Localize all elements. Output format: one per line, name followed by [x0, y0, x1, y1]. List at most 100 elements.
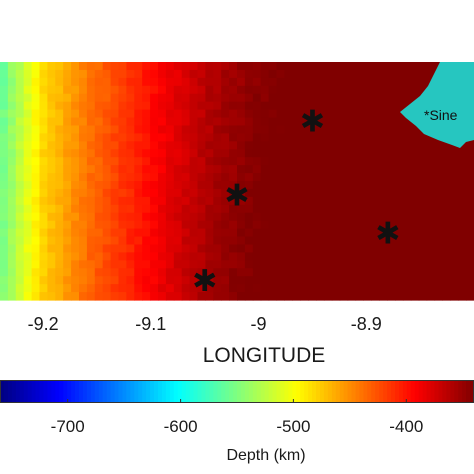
- heatmap-cell: [252, 260, 262, 269]
- heatmap-cell: [450, 236, 459, 246]
- heatmap-cell: [331, 149, 341, 158]
- heatmap-cell: [323, 236, 333, 246]
- colorbar-segment: [47, 380, 52, 403]
- heatmap-cell: [410, 62, 420, 71]
- heatmap-cell: [118, 125, 127, 134]
- heatmap-cell: [237, 62, 246, 71]
- heatmap-cell: [221, 268, 230, 277]
- heatmap-cell: [284, 157, 293, 166]
- heatmap-cell: [300, 77, 309, 87]
- heatmap-cell: [118, 188, 127, 198]
- heatmap-cell: [395, 284, 404, 293]
- heatmap-cell: [221, 236, 230, 246]
- heatmap-cell: [165, 204, 175, 214]
- heatmap-cell: [418, 212, 428, 222]
- heatmap-cell: [221, 228, 230, 238]
- land-area: [400, 62, 474, 148]
- heatmap-cell: [15, 173, 25, 182]
- heatmap-cell: [276, 173, 285, 182]
- heatmap-cell: [244, 149, 254, 158]
- heatmap-cell: [165, 77, 175, 87]
- heatmap-cell: [268, 276, 278, 285]
- heatmap-cell: [47, 117, 56, 127]
- heatmap-cell: [118, 268, 127, 277]
- heatmap-cell: [292, 204, 301, 214]
- heatmap-cell: [71, 157, 80, 166]
- heatmap-cell: [31, 141, 41, 150]
- heatmap-cell: [102, 268, 112, 277]
- heatmap-cell: [134, 141, 143, 150]
- heatmap-cell: [63, 173, 72, 182]
- heatmap-cell: [158, 276, 167, 285]
- heatmap-cell: [7, 173, 17, 182]
- heatmap-cell: [323, 157, 333, 166]
- heatmap-cell: [355, 133, 364, 142]
- heatmap-cell: [94, 77, 104, 87]
- heatmap-cell: [458, 276, 467, 285]
- heatmap-cell: [158, 101, 167, 111]
- heatmap-cell: [7, 69, 17, 79]
- heatmap-cell: [165, 157, 175, 166]
- heatmap-cell: [142, 62, 151, 71]
- heatmap-cell: [331, 165, 341, 174]
- heatmap-cell: [284, 276, 293, 285]
- heatmap-cell: [118, 141, 127, 150]
- heatmap-cell: [300, 117, 309, 127]
- heatmap-cell: [173, 157, 183, 166]
- heatmap-cell: [71, 85, 80, 95]
- heatmap-cell: [150, 165, 159, 174]
- heatmap-cell: [252, 141, 262, 150]
- heatmap-cell: [23, 284, 33, 293]
- heatmap-cell: [363, 220, 372, 230]
- heatmap-cell: [450, 188, 459, 198]
- heatmap-cell: [379, 292, 388, 301]
- heatmap-cell: [197, 276, 206, 285]
- heatmap-cell: [181, 236, 191, 246]
- heatmap-cell: [308, 141, 317, 150]
- heatmap-cell: [387, 228, 396, 238]
- heatmap-cell: [158, 212, 167, 222]
- heatmap-cell: [229, 101, 238, 111]
- heatmap-cell: [102, 173, 112, 182]
- heatmap-cell: [197, 125, 206, 134]
- heatmap-cell: [276, 196, 285, 206]
- heatmap-cell: [86, 212, 96, 222]
- heatmap-cell: [213, 244, 222, 253]
- heatmap-cell: [86, 93, 96, 103]
- heatmap-cell: [402, 69, 412, 79]
- heatmap-cell: [71, 181, 80, 190]
- heatmap-cell: [165, 101, 175, 111]
- heatmap-cell: [110, 117, 120, 127]
- heatmap-cell: [410, 133, 420, 142]
- heatmap-cell: [158, 244, 167, 253]
- heatmap-cell: [0, 149, 9, 158]
- heatmap-cell: [31, 101, 41, 111]
- heatmap-cell: [197, 133, 206, 142]
- heatmap-cell: [434, 165, 443, 174]
- heatmap-cell: [173, 62, 183, 71]
- heatmap-cell: [118, 133, 127, 142]
- heatmap-cell: [371, 62, 380, 71]
- heatmap-cell: [71, 125, 80, 134]
- heatmap-cell: [31, 188, 41, 198]
- heatmap-cell: [347, 117, 357, 127]
- heatmap-cell: [63, 252, 72, 261]
- heatmap-cell: [181, 109, 191, 119]
- heatmap-cell: [118, 85, 127, 95]
- heatmap-cell: [55, 252, 64, 261]
- heatmap-cell: [379, 109, 388, 119]
- heatmap-cell: [7, 101, 17, 111]
- heatmap-cell: [268, 181, 278, 190]
- heatmap-cell: [71, 188, 80, 198]
- heatmap-cell: [355, 260, 364, 269]
- heatmap-cell: [7, 236, 17, 246]
- heatmap-cell: [260, 268, 270, 277]
- heatmap-cell: [442, 204, 451, 214]
- heatmap-cell: [252, 157, 262, 166]
- heatmap-cell: [268, 69, 278, 79]
- heatmap-cell: [150, 244, 159, 253]
- heatmap-cell: [126, 149, 135, 158]
- x-tick-label: -8.9: [351, 314, 382, 334]
- heatmap-cell: [442, 212, 451, 222]
- heatmap-cell: [39, 165, 48, 174]
